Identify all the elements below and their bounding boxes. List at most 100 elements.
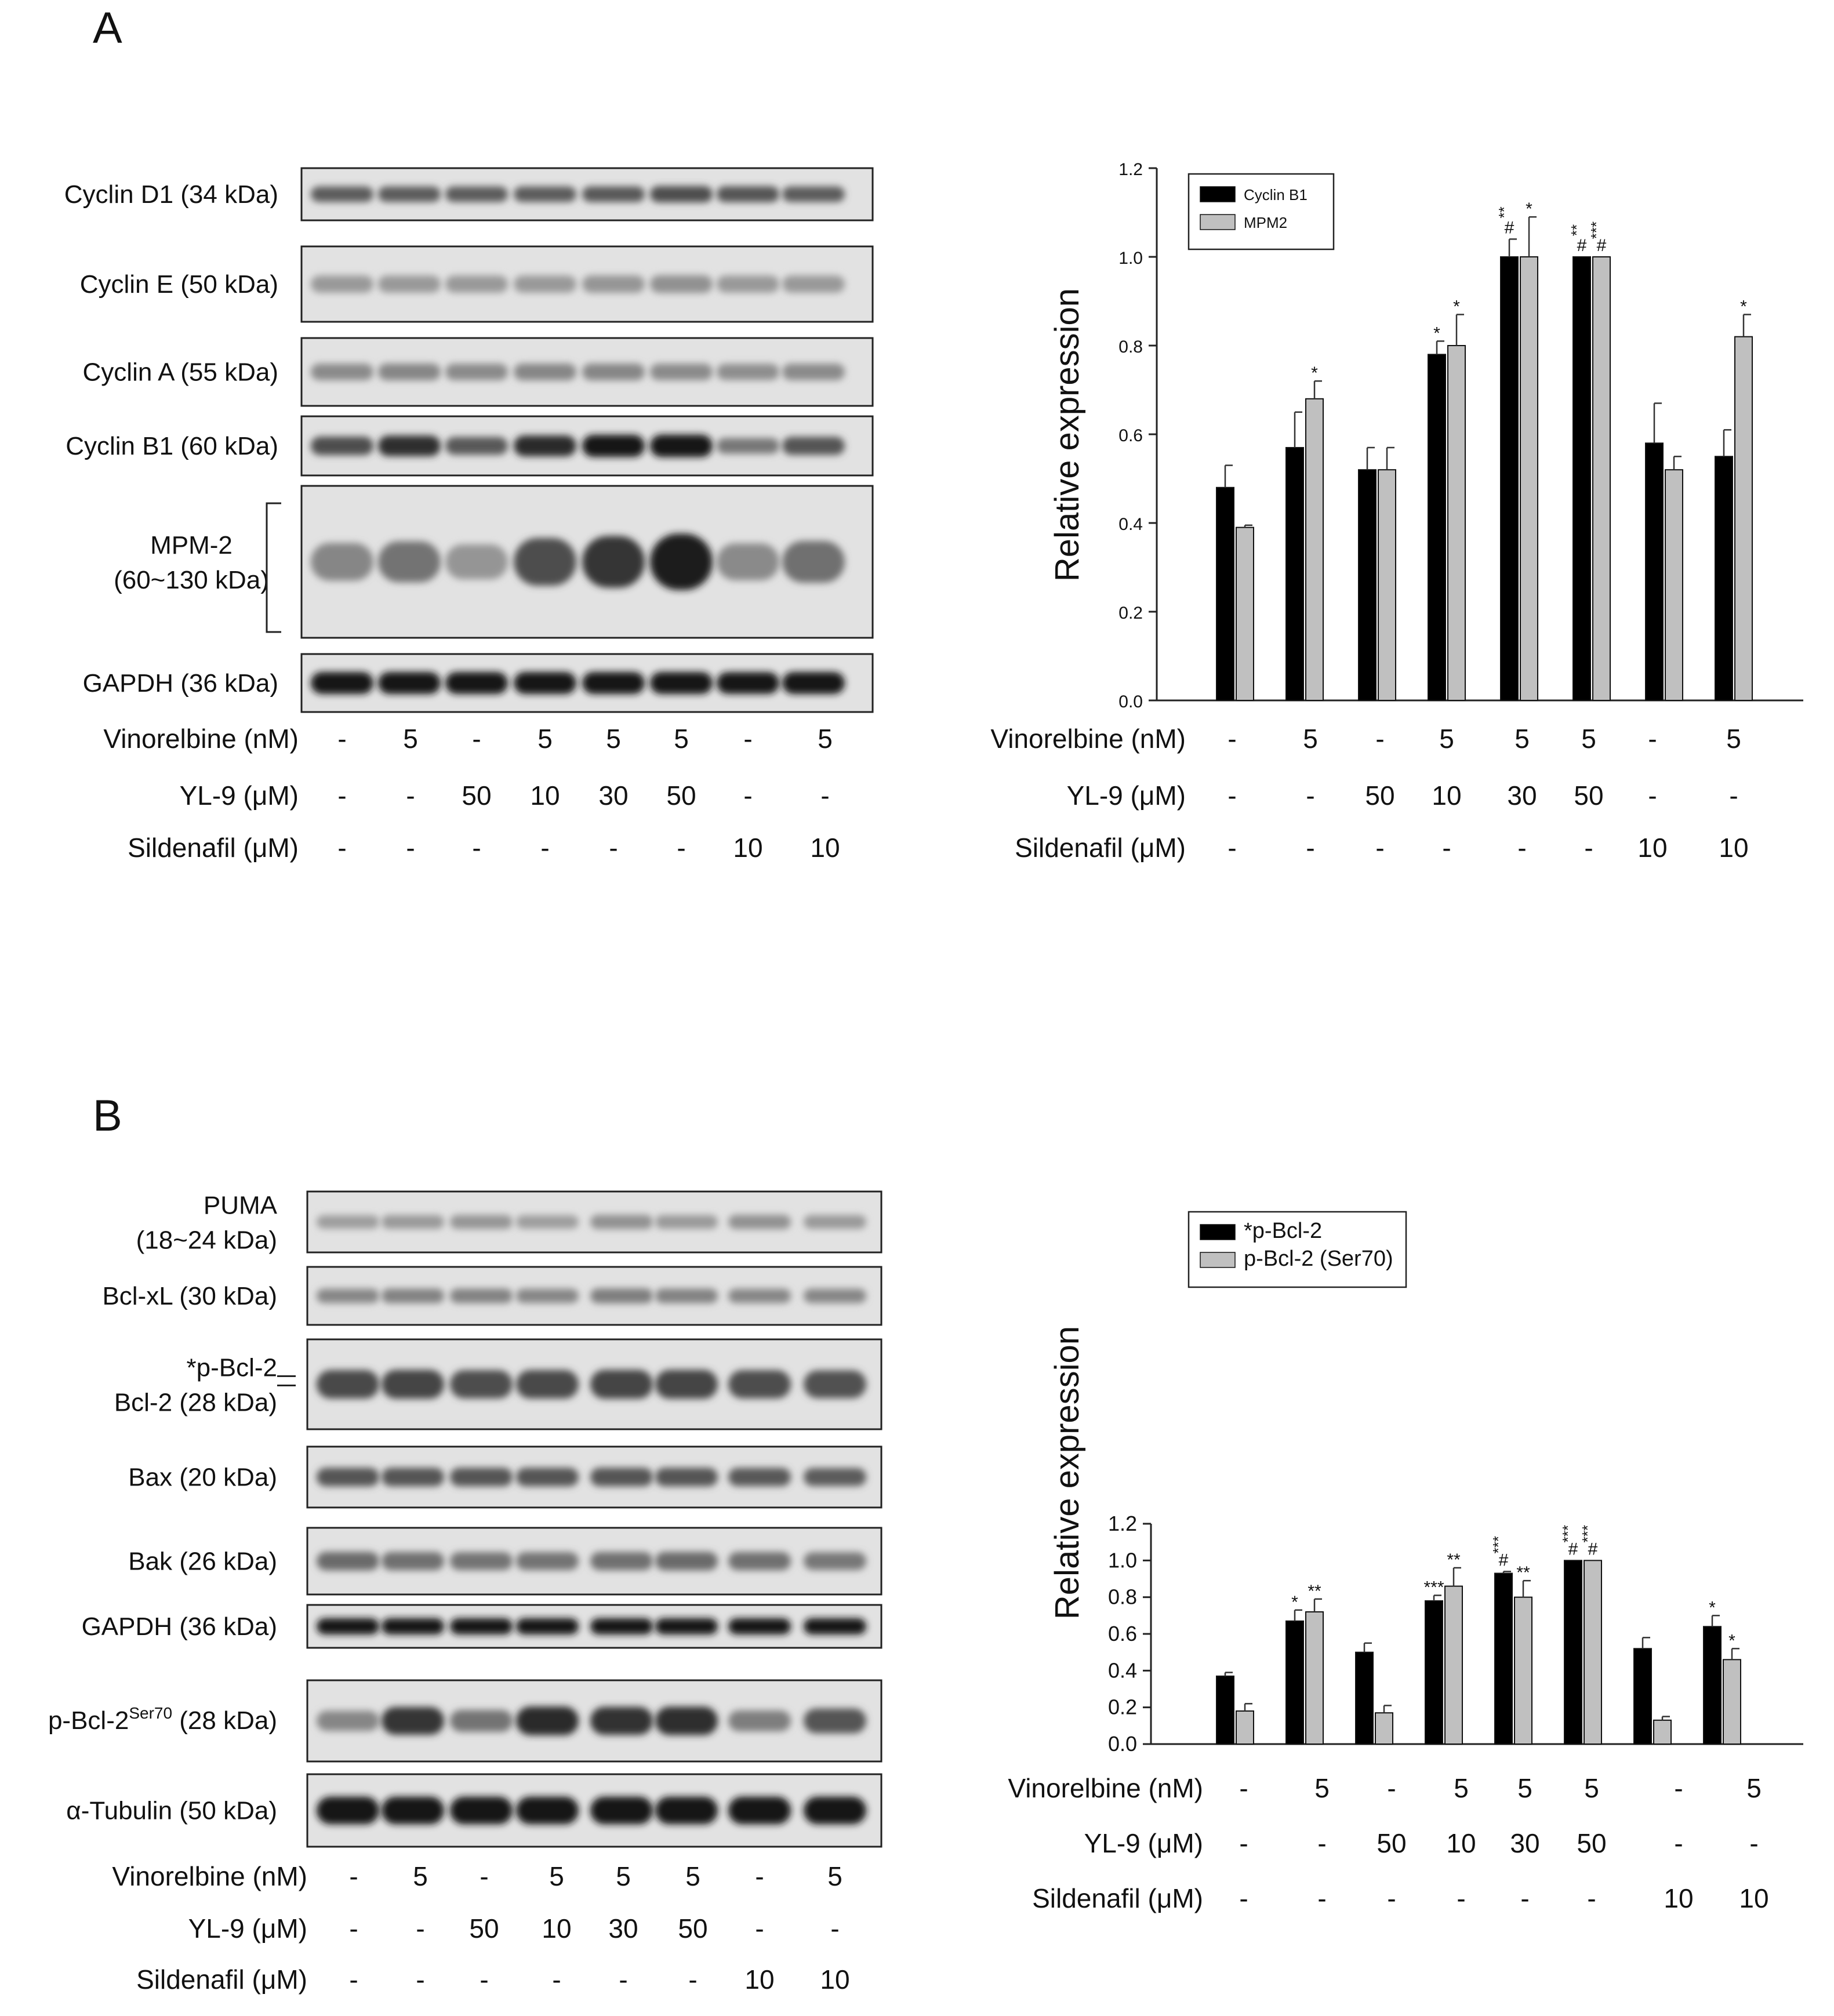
condition-value: - — [1517, 833, 1526, 863]
bar — [1447, 345, 1466, 701]
significance-mark: *** — [1490, 1536, 1507, 1553]
bar — [1216, 1675, 1234, 1745]
condition-value: 10 — [733, 833, 762, 863]
y-tick-label: 1.2 — [1118, 160, 1143, 179]
blot-band — [582, 434, 645, 457]
y-axis-label: Relative expression — [1048, 1326, 1086, 1619]
legend-swatch — [1200, 214, 1236, 230]
condition-label: Sildenafil (μM) — [1015, 833, 1186, 863]
significance-mark: * — [1433, 324, 1440, 343]
condition-value: - — [337, 833, 346, 863]
legend-box — [1187, 173, 1335, 250]
condition-label: Vinorelbine (nM) — [1008, 1773, 1203, 1803]
condition-label: YL-9 (μM) — [1067, 780, 1186, 811]
significance-mark: * — [1709, 1598, 1716, 1617]
blot-band — [590, 1288, 653, 1303]
blot-band — [516, 1288, 579, 1303]
panel-a-bar-chart: 0.0 0.2 0.4 0.6 0.8 1.0 1.2 Relative expression… — [1048, 160, 1803, 711]
blot-band — [590, 1706, 653, 1735]
condition-value: 5 — [818, 724, 833, 754]
blot-band — [782, 364, 845, 380]
condition-value: - — [349, 1964, 358, 1995]
condition-value: 5 — [413, 1861, 428, 1891]
blot-label-part: p-Bcl-2 — [48, 1706, 129, 1735]
bar — [1653, 1719, 1672, 1745]
significance-mark: # — [1597, 236, 1607, 255]
bar — [1375, 1712, 1393, 1745]
condition-value: 5 — [1517, 1773, 1532, 1803]
blot-band — [382, 1370, 444, 1399]
condition-value: 5 — [685, 1861, 700, 1891]
blot-band — [590, 1618, 653, 1635]
condition-value: - — [1674, 1773, 1683, 1803]
condition-value: - — [688, 1964, 697, 1995]
blot-band — [317, 1288, 379, 1303]
bar — [1633, 1648, 1652, 1745]
condition-value: - — [1442, 833, 1451, 863]
blot-band — [311, 436, 373, 456]
blot-band — [590, 1796, 653, 1825]
blot-band — [514, 186, 576, 202]
condition-value: 10 — [1432, 780, 1461, 811]
y-tick-label: 0.4 — [1118, 515, 1143, 534]
blot-band — [728, 1796, 791, 1825]
condition-value: 5 — [616, 1861, 631, 1891]
condition-value: - — [1317, 1883, 1326, 1913]
condition-value: 30 — [1510, 1828, 1539, 1858]
condition-value: 5 — [1584, 1773, 1599, 1803]
blot-band — [311, 543, 373, 581]
panel-b-blot-conditions: Vinorelbine (nM) - 5 - 5 5 5 - 5 YL-9 (μM) - - 50 10 3… — [112, 1861, 849, 1995]
condition-value: - — [1587, 1883, 1596, 1913]
condition-value: - — [1387, 1883, 1396, 1913]
condition-value: 30 — [608, 1913, 638, 1944]
condition-value: - — [472, 724, 481, 754]
condition-value: - — [1239, 1828, 1248, 1858]
blot-band — [728, 1618, 791, 1635]
legend-swatch — [1200, 1224, 1236, 1240]
blot-band — [717, 364, 779, 380]
blot-band — [450, 1552, 513, 1571]
blot-band — [516, 1467, 579, 1487]
mpm2-bracket — [266, 502, 281, 633]
bar — [1715, 456, 1733, 701]
bar — [1564, 1560, 1582, 1745]
condition-value: 5 — [549, 1861, 564, 1891]
legend-swatch — [1200, 1252, 1236, 1268]
condition-value: - — [480, 1964, 488, 1995]
y-tick-label: 0.8 — [1118, 337, 1143, 357]
condition-value: - — [540, 833, 549, 863]
significance-mark: ** — [1568, 224, 1585, 236]
blot-band — [782, 672, 845, 694]
bar — [1285, 1620, 1304, 1745]
blot-label: Bcl-2 (28 kDa) — [114, 1389, 277, 1417]
condition-value: - — [1387, 1773, 1396, 1803]
blot-band — [378, 672, 441, 694]
blot-band — [728, 1288, 791, 1303]
condition-value: 5 — [1581, 724, 1596, 754]
condition-value: - — [416, 1913, 424, 1944]
significance-mark: *** — [1588, 221, 1605, 239]
blot-band — [317, 1467, 379, 1487]
condition-value: 5 — [1454, 1773, 1469, 1803]
significance-mark: *** — [1559, 1525, 1577, 1542]
panel-a-blot-conditions: Vinorelbine (nM) - 5 - 5 5 5 - 5 YL-9 (μM) - - 50 10 3… — [103, 724, 840, 863]
condition-value: - — [830, 1913, 839, 1944]
condition-value: - — [609, 833, 618, 863]
blot-band — [728, 1467, 791, 1487]
bar — [1428, 354, 1446, 701]
bar — [1723, 1659, 1741, 1745]
blot-label: (18~24 kDa) — [136, 1226, 277, 1255]
blot-band — [516, 1370, 579, 1399]
y-tick-label: 0.6 — [1118, 426, 1143, 445]
condition-value: - — [1227, 780, 1236, 811]
blot-band — [378, 186, 441, 202]
condition-value: 50 — [666, 780, 696, 811]
bar — [1500, 256, 1519, 701]
blot-label: Cyclin E (50 kDa) — [80, 270, 278, 299]
blot-band — [450, 1467, 513, 1487]
blot-band — [445, 275, 508, 293]
condition-value: - — [1306, 833, 1314, 863]
blot-band — [382, 1552, 444, 1571]
condition-value: - — [1749, 1828, 1758, 1858]
blot-band — [516, 1215, 579, 1229]
